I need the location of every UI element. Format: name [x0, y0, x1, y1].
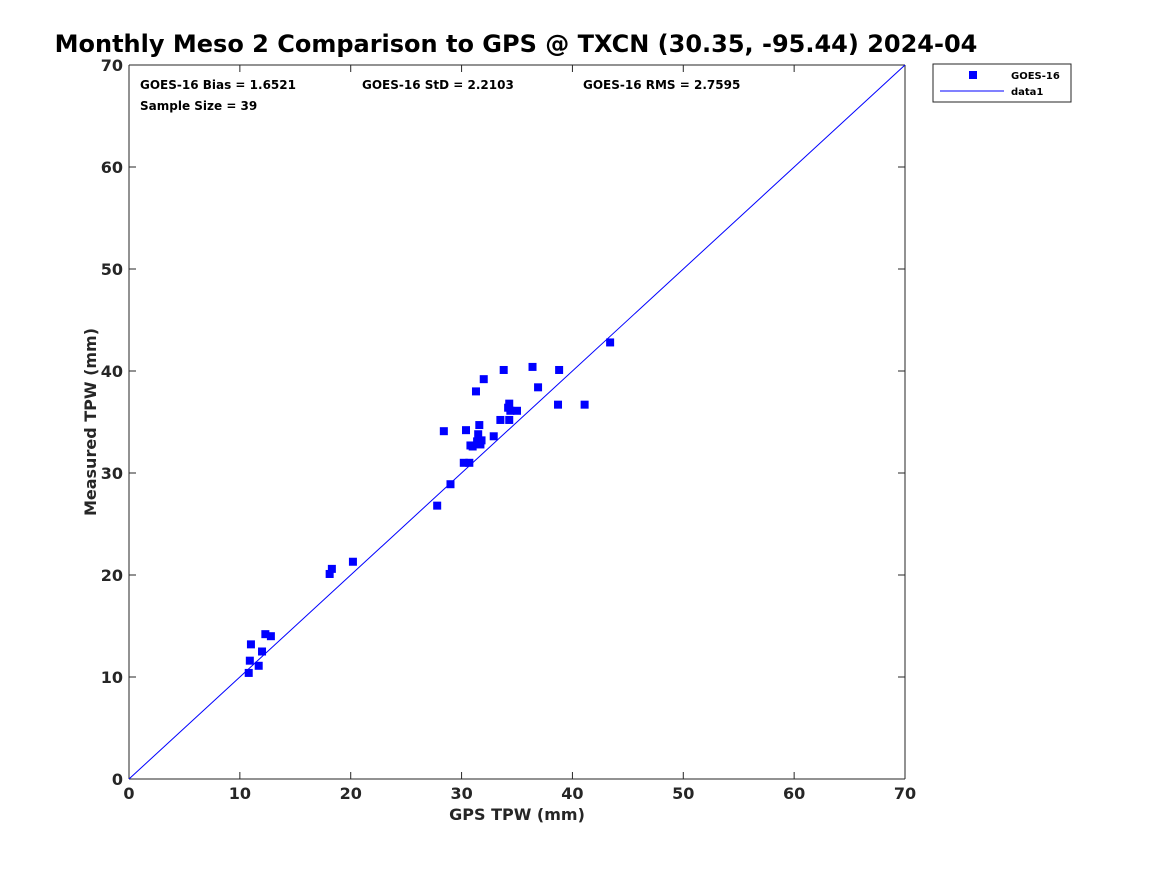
y-tick-label: 50 — [101, 260, 123, 279]
y-tick-label: 0 — [112, 770, 123, 789]
y-tick-label: 70 — [101, 56, 123, 75]
data-point — [471, 387, 480, 396]
data-point — [489, 432, 498, 441]
data-point — [496, 415, 505, 424]
stat-rms: GOES-16 RMS = 2.7595 — [583, 78, 740, 92]
data-point — [505, 399, 514, 408]
x-tick-label: 20 — [340, 784, 362, 803]
data-point — [474, 430, 483, 439]
x-tick-label: 10 — [229, 784, 251, 803]
data-point — [534, 383, 543, 392]
data-point — [477, 436, 486, 445]
data-point — [327, 564, 336, 573]
data-point — [254, 661, 263, 670]
data-point — [528, 362, 537, 371]
data-point — [459, 458, 468, 467]
stats-annotations: GOES-16 Bias = 1.6521 GOES-16 StD = 2.21… — [140, 78, 740, 113]
x-tick-label: 30 — [450, 784, 472, 803]
data-point — [580, 400, 589, 409]
data-point — [479, 375, 488, 384]
plot-area — [128, 64, 906, 780]
data-point — [475, 421, 484, 430]
data-point — [554, 400, 563, 409]
data-point — [258, 647, 267, 656]
x-tick-label: 70 — [894, 784, 916, 803]
data-point — [348, 557, 357, 566]
y-ticks: 0 10 20 30 40 50 60 70 — [101, 56, 905, 789]
data-point — [246, 640, 255, 649]
chart-title: Monthly Meso 2 Comparison to GPS @ TXCN … — [55, 30, 978, 58]
x-tick-label: 60 — [783, 784, 805, 803]
data-point — [505, 415, 514, 424]
data-point — [468, 442, 477, 451]
legend-box — [932, 63, 1072, 103]
data-point — [499, 365, 508, 374]
stat-bias: GOES-16 Bias = 1.6521 — [140, 78, 296, 92]
data-point — [606, 338, 615, 347]
x-axis-label: GPS TPW (mm) — [449, 805, 585, 824]
y-tick-label: 20 — [101, 566, 123, 585]
data-point — [462, 426, 471, 435]
x-ticks: 0 10 20 30 40 50 60 70 — [123, 65, 916, 803]
data-point — [261, 630, 270, 639]
series-goes16-points — [244, 338, 615, 677]
data-point — [506, 406, 515, 415]
x-tick-label: 0 — [123, 784, 134, 803]
y-tick-label: 30 — [101, 464, 123, 483]
stat-sample-size: Sample Size = 39 — [140, 99, 257, 113]
legend-marker-goes16 — [969, 71, 977, 79]
y-axis-label: Measured TPW (mm) — [81, 328, 100, 516]
y-tick-label: 10 — [101, 668, 123, 687]
data-point — [244, 668, 253, 677]
data-point — [476, 440, 485, 449]
legend: GOES-16 data1 — [932, 63, 1072, 103]
y-tick-label: 40 — [101, 362, 123, 381]
data-point — [325, 569, 334, 578]
data-point — [513, 406, 521, 415]
data-point — [555, 365, 564, 374]
legend-label-data1: data1 — [1011, 87, 1043, 98]
series-data1-line — [128, 64, 906, 780]
data-point — [433, 501, 442, 510]
data-point — [245, 656, 254, 665]
data-point — [439, 427, 448, 436]
legend-label-goes16: GOES-16 — [1011, 71, 1060, 82]
data-point — [266, 632, 275, 641]
x-tick-label: 40 — [561, 784, 583, 803]
data-point — [465, 458, 474, 467]
stat-std: GOES-16 StD = 2.2103 — [362, 78, 514, 92]
x-tick-label: 50 — [672, 784, 694, 803]
data-point — [446, 480, 455, 489]
y-tick-label: 60 — [101, 158, 123, 177]
data1-line — [128, 64, 906, 780]
